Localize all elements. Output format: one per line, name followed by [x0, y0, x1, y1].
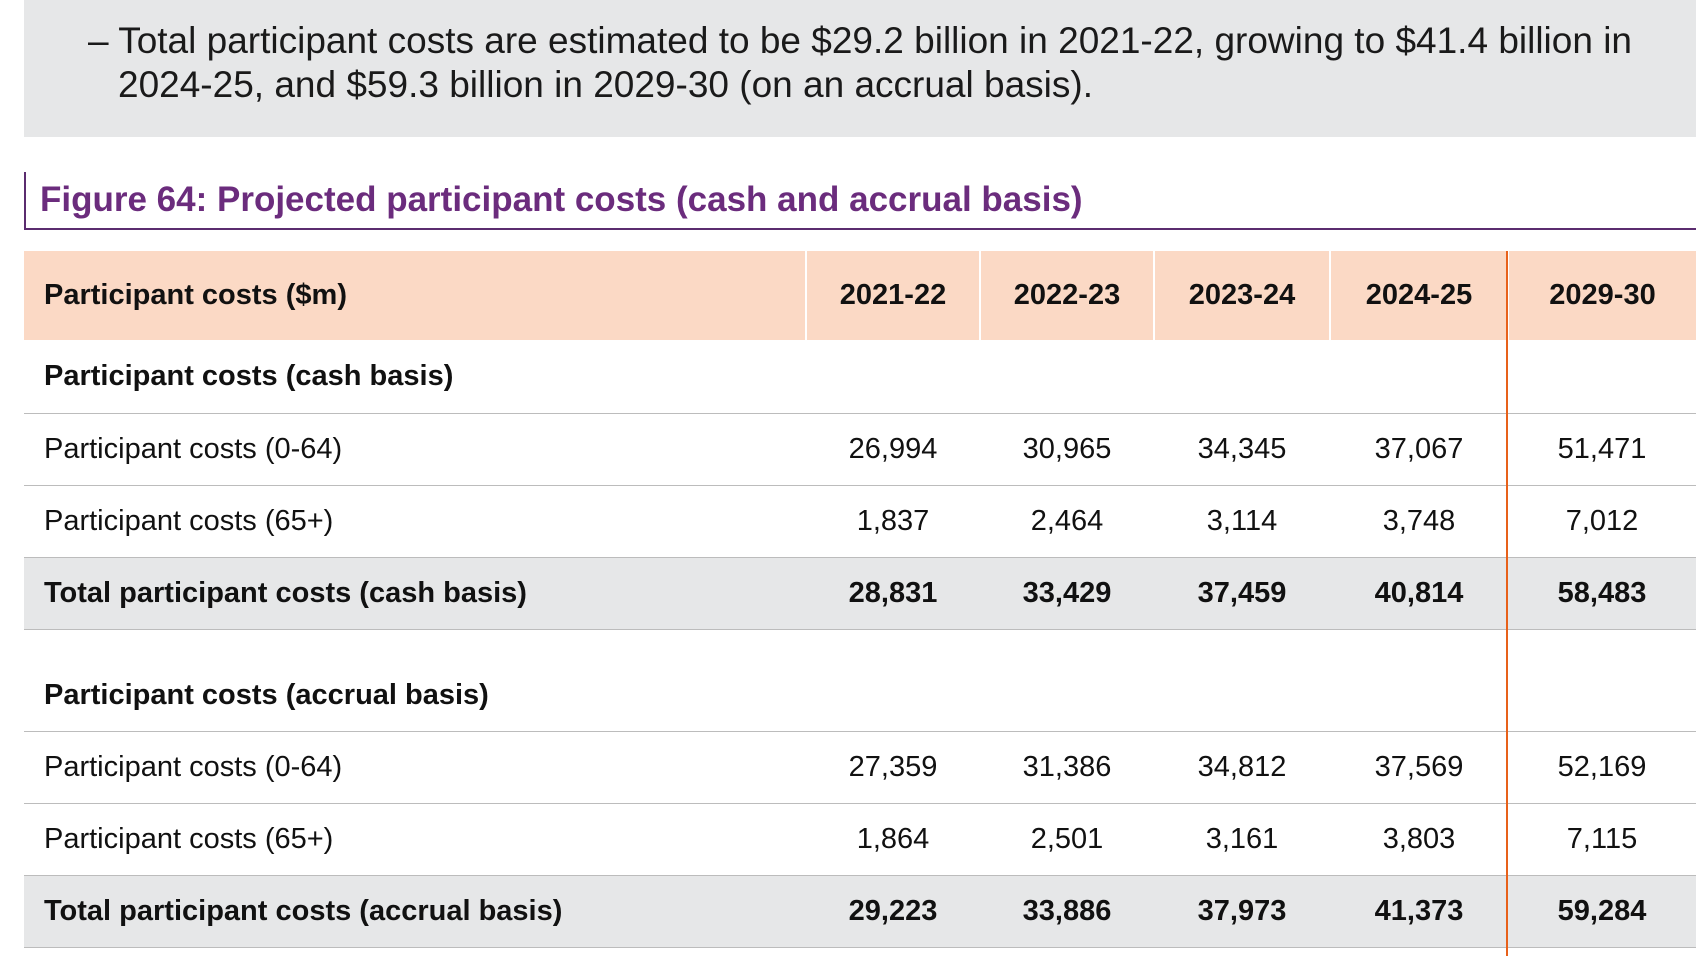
table-cell: 34,812 [1154, 731, 1330, 804]
table-cell: 59,284 [1508, 875, 1696, 948]
header-cell: Participant costs ($m) [24, 251, 807, 340]
table-cell: 3,748 [1330, 485, 1508, 558]
table-cell: 30,965 [980, 413, 1154, 486]
table-cell: 37,459 [1154, 557, 1330, 630]
total-row-cash: Total participant costs (cash basis) 28,… [24, 557, 1696, 630]
table-cell: 2,464 [980, 485, 1154, 558]
table-header-row: Participant costs ($m) 2021-22 2022-23 2… [24, 251, 1696, 340]
figure-heading: Figure 64: Projected participant costs (… [24, 172, 1696, 230]
participant-costs-table: Participant costs ($m) 2021-22 2022-23 2… [24, 251, 1696, 948]
summary-callout: – Total participant costs are estimated … [24, 0, 1696, 137]
column-divider-line [1506, 251, 1508, 956]
section-row-cash: Participant costs (cash basis) [24, 340, 1696, 414]
table-cell: 52,169 [1508, 731, 1696, 804]
table-cell: 37,067 [1330, 413, 1508, 486]
table-cell: 26,994 [806, 413, 980, 486]
table-cell: 51,471 [1508, 413, 1696, 486]
table-cell: 3,114 [1154, 485, 1330, 558]
header-cell: 2021-22 [806, 251, 981, 340]
table-cell: 7,115 [1508, 803, 1696, 876]
table-cell: 1,864 [806, 803, 980, 876]
section-label: Participant costs (accrual basis) [24, 629, 806, 732]
table-row: Participant costs (0-64) 26,994 30,965 3… [24, 413, 1696, 486]
table-cell: 58,483 [1508, 557, 1696, 630]
table-cell: 33,429 [980, 557, 1154, 630]
table-cell: 27,359 [806, 731, 980, 804]
section-label: Participant costs (cash basis) [24, 340, 806, 414]
table-cell: 33,886 [980, 875, 1154, 948]
row-label: Participant costs (0-64) [24, 413, 806, 486]
row-label: Participant costs (65+) [24, 803, 806, 876]
table-cell: 1,837 [806, 485, 980, 558]
row-label: Total participant costs (accrual basis) [24, 875, 806, 948]
callout-text-line-2: 2024-25, and $59.3 billion in 2029-30 (o… [118, 64, 1093, 105]
figure-title: Figure 64: Projected participant costs (… [40, 180, 1083, 219]
table-cell: 29,223 [806, 875, 980, 948]
table-row: Participant costs (65+) 1,864 2,501 3,16… [24, 803, 1696, 876]
header-cell: 2022-23 [980, 251, 1155, 340]
table-cell: 3,161 [1154, 803, 1330, 876]
table-cell: 37,973 [1154, 875, 1330, 948]
table-row: Participant costs (0-64) 27,359 31,386 3… [24, 731, 1696, 804]
row-label: Total participant costs (cash basis) [24, 557, 806, 630]
table-cell: 28,831 [806, 557, 980, 630]
table-cell: 3,803 [1330, 803, 1508, 876]
callout-text-line-1: – Total participant costs are estimated … [88, 20, 1633, 61]
row-label: Participant costs (65+) [24, 485, 806, 558]
header-cell: 2029-30 [1508, 251, 1696, 340]
section-row-accrual: Participant costs (accrual basis) [24, 629, 1696, 732]
header-cell: 2023-24 [1154, 251, 1331, 340]
table-cell: 31,386 [980, 731, 1154, 804]
table-cell: 37,569 [1330, 731, 1508, 804]
table-cell: 7,012 [1508, 485, 1696, 558]
table-cell: 2,501 [980, 803, 1154, 876]
table-cell: 41,373 [1330, 875, 1508, 948]
table-cell: 34,345 [1154, 413, 1330, 486]
table-cell: 40,814 [1330, 557, 1508, 630]
table-row: Participant costs (65+) 1,837 2,464 3,11… [24, 485, 1696, 558]
row-label: Participant costs (0-64) [24, 731, 806, 804]
header-cell: 2024-25 [1330, 251, 1509, 340]
total-row-accrual: Total participant costs (accrual basis) … [24, 875, 1696, 948]
